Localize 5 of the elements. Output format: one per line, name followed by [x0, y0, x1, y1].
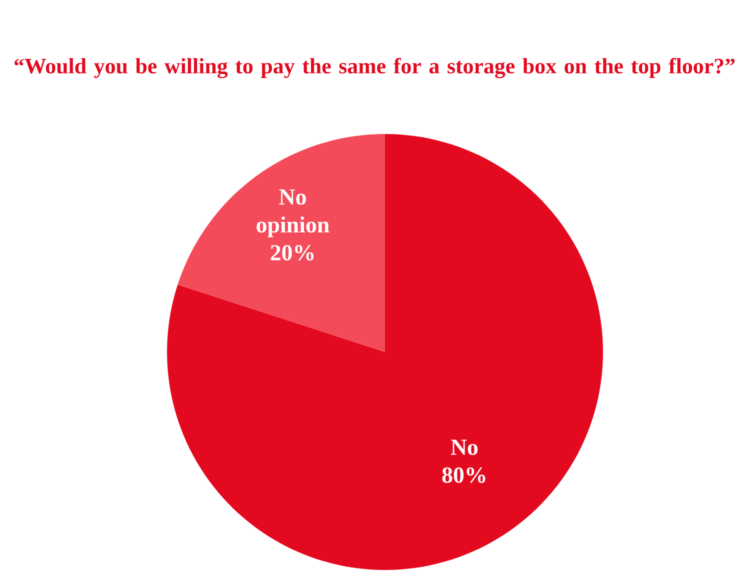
slice-label: No — [450, 440, 478, 455]
chart-title: “Would you be willing to pay the same for a storage box on the top floor?” — [14, 58, 735, 78]
data-label: 80% — [442, 467, 486, 483]
slice-label: No opinion — [256, 189, 330, 238]
data-label: 20% — [270, 245, 314, 261]
